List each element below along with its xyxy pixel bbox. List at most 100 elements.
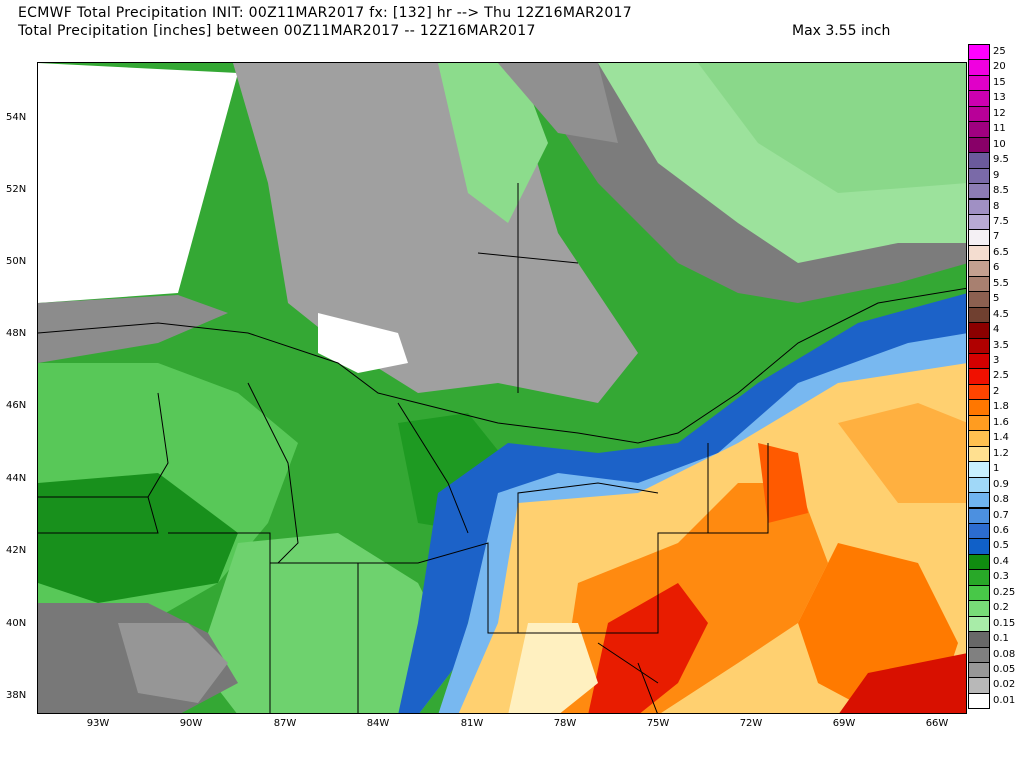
legend-label: 1.6 (993, 416, 1009, 428)
max-value-label: Max 3.55 inch (792, 23, 891, 39)
legend-swatch (968, 337, 990, 354)
legend-label: 0.9 (993, 478, 1009, 490)
legend-swatch (968, 677, 990, 694)
legend-swatch (968, 44, 990, 61)
legend-swatch (968, 600, 990, 617)
legend-swatch (968, 105, 990, 123)
legend-swatch (968, 430, 990, 447)
legend-swatch (968, 183, 990, 200)
legend-label: 0.15 (993, 617, 1016, 629)
legend-label: 5.5 (993, 277, 1009, 289)
legend-label: 0.2 (993, 602, 1009, 614)
legend-label: 0.02 (993, 679, 1016, 691)
lat-label-42n: 42N (6, 545, 27, 556)
legend-swatch (968, 306, 990, 324)
legend-label: 8 (993, 200, 1000, 212)
legend-label: 0.4 (993, 555, 1009, 567)
legend-swatch (968, 59, 990, 76)
legend-label: 9.5 (993, 154, 1009, 166)
legend-swatch (968, 646, 990, 663)
legend-label: 0.05 (993, 664, 1016, 675)
legend-label: 7 (993, 231, 1000, 243)
legend-swatch (968, 275, 990, 293)
legend-swatch (968, 167, 990, 185)
legend-label: 0.08 (993, 648, 1016, 660)
legend-swatch (968, 538, 990, 555)
legend-label: 12 (993, 107, 1006, 119)
legend-swatch (968, 584, 990, 602)
legend-label: 2 (993, 385, 1000, 397)
legend-swatch (968, 507, 990, 524)
legend-label: 15 (993, 76, 1006, 88)
legend-label: 0.25 (993, 586, 1016, 598)
legend-label: 0.5 (993, 540, 1009, 552)
lon-label-75w: 75W (646, 718, 670, 729)
legend-swatch (968, 631, 990, 648)
legend-swatch (968, 368, 990, 385)
legend-swatch (968, 692, 990, 710)
lon-label-81w: 81W (460, 718, 484, 729)
lat-label-46n: 46N (6, 400, 27, 411)
legend-swatch (968, 213, 990, 231)
lon-label-78w: 78W (553, 718, 577, 729)
legend-label: 6 (993, 262, 1000, 274)
lon-label-72w: 72W (739, 718, 763, 729)
chart-subtitle: Total Precipitation [inches] between 00Z… (18, 23, 536, 39)
legend-label: 13 (993, 92, 1006, 104)
lat-label-40n: 40N (6, 618, 27, 629)
lon-label-66w: 66W (925, 718, 949, 729)
legend-swatch (968, 615, 990, 633)
legend-swatch (968, 198, 990, 215)
lat-label-52n: 52N (6, 184, 27, 195)
legend-label: 4.5 (993, 308, 1009, 320)
legend-label: 0.6 (993, 524, 1009, 536)
legend-label: 2.5 (993, 370, 1009, 382)
legend-label: 20 (993, 61, 1006, 73)
legend-label: 0.7 (993, 509, 1009, 521)
legend-label: 1.2 (993, 447, 1009, 459)
legend-swatch (968, 260, 990, 277)
legend-swatch (968, 445, 990, 463)
legend-label: 9 (993, 169, 1000, 181)
legend-swatch (968, 229, 990, 246)
legend-label: 0.3 (993, 571, 1009, 583)
legend-swatch (968, 399, 990, 416)
lon-label-87w: 87W (273, 718, 297, 729)
legend-swatch (968, 121, 990, 138)
lat-label-48n: 48N (6, 328, 27, 339)
legend-swatch (968, 492, 990, 509)
lon-label-69w: 69W (832, 718, 856, 729)
legend-label: 7.5 (993, 215, 1009, 227)
lat-label-54n: 54N (6, 112, 27, 123)
legend-swatch (968, 353, 990, 370)
legend-swatch (968, 476, 990, 494)
legend-label: 5 (993, 293, 1000, 305)
legend-label: 3.5 (993, 339, 1009, 351)
legend-swatch (968, 244, 990, 262)
legend-swatch (968, 90, 990, 107)
legend-label: 10 (993, 138, 1006, 150)
chart-title: ECMWF Total Precipitation INIT: 00Z11MAR… (18, 5, 632, 21)
legend-label: 8.5 (993, 185, 1009, 197)
legend-swatch (968, 553, 990, 571)
legend-label: 1.8 (993, 401, 1009, 413)
legend-label: 1 (993, 463, 1000, 475)
lon-label-93w: 93W (86, 718, 110, 729)
lon-label-84w: 84W (366, 718, 390, 729)
legend-swatch (968, 152, 990, 169)
legend-swatch (968, 136, 990, 154)
legend-swatch (968, 414, 990, 432)
legend-label: 25 (993, 46, 1006, 57)
legend-swatch (968, 662, 990, 679)
legend-swatch (968, 74, 990, 92)
legend-swatch (968, 522, 990, 540)
legend-swatch (968, 383, 990, 401)
legend-label: 0.1 (993, 633, 1009, 645)
legend-swatch (968, 291, 990, 308)
lat-label-50n: 50N (6, 256, 27, 267)
legend-label: 0.8 (993, 494, 1009, 506)
legend-label: 3 (993, 355, 1000, 366)
lat-label-44n: 44N (6, 473, 27, 484)
precipitation-map (37, 62, 967, 714)
legend-label: 4 (993, 324, 1000, 336)
